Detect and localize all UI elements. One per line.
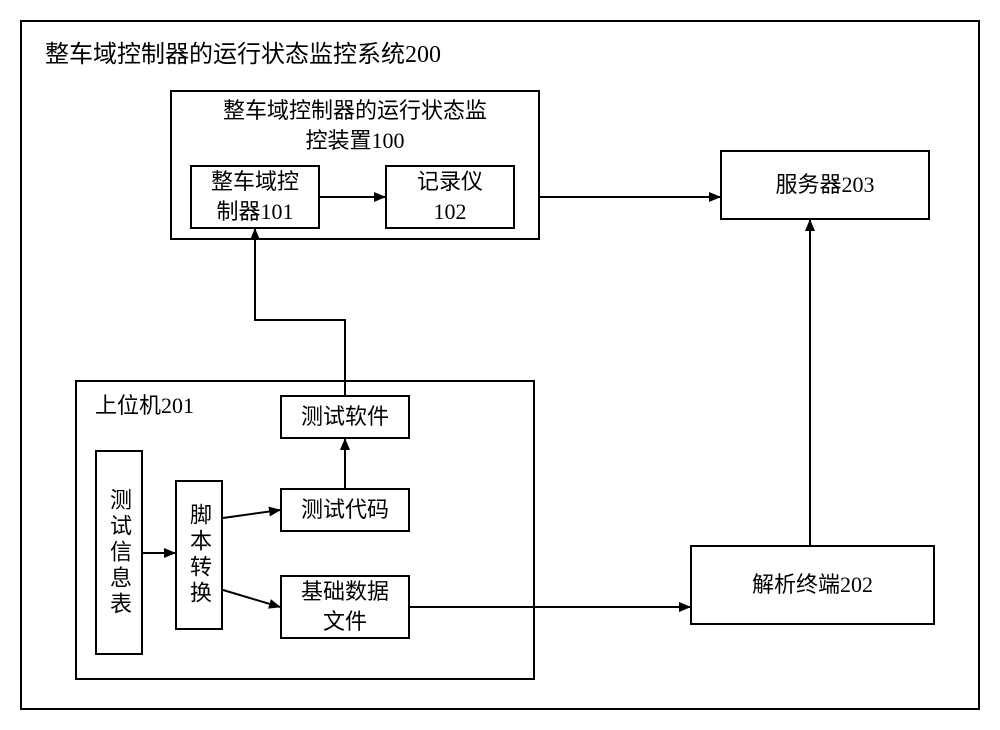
system-200-title: 整车域控制器的运行状态监控系统200 <box>45 40 441 71</box>
test-sw-label: 测试软件 <box>301 402 389 432</box>
test-info-label: 测试信息表 <box>103 488 135 618</box>
host-201-title: 上位机201 <box>95 392 194 421</box>
recorder-102-label: 记录仪 102 <box>417 167 483 226</box>
base-data-label: 基础数据 文件 <box>301 577 389 636</box>
script-conv-node: 脚本转换 <box>175 480 223 630</box>
server-203-label: 服务器203 <box>775 170 874 200</box>
terminal-202-node: 解析终端202 <box>690 545 935 625</box>
controller-101-node: 整车域控 制器101 <box>190 165 320 229</box>
base-data-node: 基础数据 文件 <box>280 575 410 639</box>
test-sw-node: 测试软件 <box>280 395 410 439</box>
server-203-node: 服务器203 <box>720 150 930 220</box>
recorder-102-node: 记录仪 102 <box>385 165 515 229</box>
terminal-202-label: 解析终端202 <box>752 570 873 600</box>
device-100-title: 整车域控制器的运行状态监 控装置100 <box>180 96 530 155</box>
test-info-node: 测试信息表 <box>95 450 143 655</box>
diagram-canvas: 整车域控制器的运行状态监控系统200 整车域控制器的运行状态监 控装置100 整… <box>0 0 1000 730</box>
test-code-node: 测试代码 <box>280 488 410 532</box>
controller-101-label: 整车域控 制器101 <box>211 167 299 226</box>
script-conv-label: 脚本转换 <box>183 503 215 607</box>
test-code-label: 测试代码 <box>301 495 389 525</box>
